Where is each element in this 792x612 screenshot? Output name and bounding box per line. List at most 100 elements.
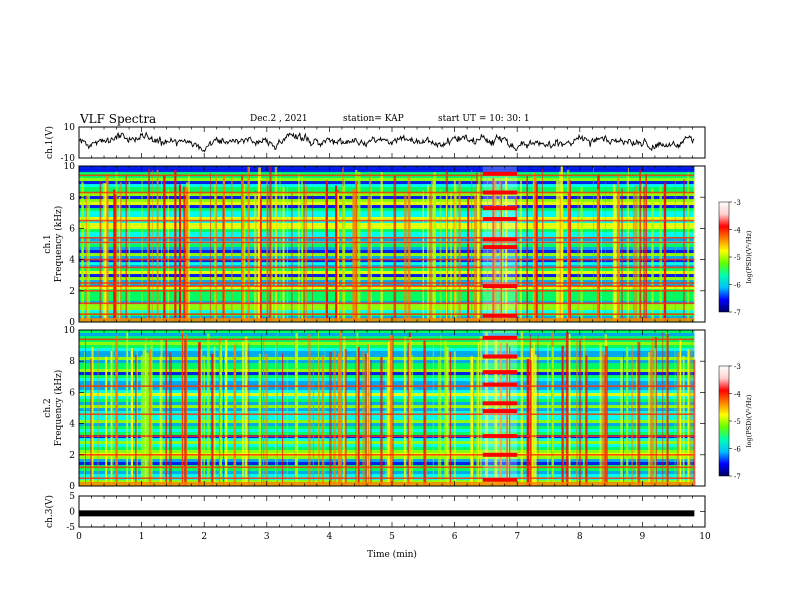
ch2-spectrogram-band	[79, 474, 695, 478]
ch1-spectrogram-layer	[79, 166, 695, 323]
ch2-spectrogram-striation	[370, 359, 372, 486]
ch2-spectrogram-striation	[620, 358, 623, 486]
ch2-spectrogram-band	[79, 378, 695, 382]
ch2-spectrogram-striation	[213, 346, 216, 486]
ch1-spectrogram-band	[79, 247, 695, 251]
ch2-spectrogram-striation	[142, 349, 145, 486]
ch2-spectrogram-striation	[479, 336, 483, 486]
ch2-spectrogram-band	[79, 333, 695, 337]
ch2-spectrogram-striation	[344, 348, 347, 486]
ch1-spectrogram-striation	[241, 180, 244, 322]
ch1-spectrogram-striation	[560, 166, 563, 322]
ch2-spectrogram-striation	[520, 331, 524, 486]
start-time-label: start UT = 10: 30: 1	[438, 114, 530, 124]
colorbar-tick-label: -5	[734, 254, 741, 262]
ch2-spectrogram-striation	[339, 330, 343, 486]
ch2-spectrogram-striation	[635, 360, 638, 486]
ch1-spectrogram-band	[79, 187, 695, 191]
ch2-spectrogram-striation	[385, 356, 387, 486]
ch1-spectrogram-striation	[312, 195, 314, 322]
y-tick-label: 8	[69, 357, 75, 367]
ch2-spectrogram-striation	[601, 351, 605, 486]
ch1-spectrogram-band	[79, 316, 695, 320]
ch2-spectrogram-striation	[666, 333, 669, 486]
ch1-spectrogram-striation	[104, 183, 107, 322]
ch1-spectrogram-band	[79, 307, 695, 311]
ch1-spec-ylabel: Frequency (kHz)	[53, 206, 64, 283]
ch1-spectrogram-striation	[85, 195, 87, 322]
ch1-spectrogram-striation	[185, 187, 189, 322]
ch2-spectrogram-striation	[337, 353, 340, 486]
ch1-spectrogram-striation	[303, 180, 305, 322]
ch1-spectrogram-band	[79, 274, 695, 278]
ch3-layer	[79, 510, 695, 517]
ch2-spectrogram-striation	[568, 333, 571, 486]
ch2-spectrogram-striation	[547, 344, 549, 486]
ch2-spectrogram-striation	[148, 349, 152, 486]
ch1-spectrogram-band	[79, 217, 695, 221]
ch1-spectrogram-striation	[214, 184, 216, 322]
ch2-spectrogram-striation	[145, 337, 147, 486]
ch2-spectrogram-striation	[444, 340, 447, 486]
ch2-spectrogram-band	[79, 417, 695, 421]
ch2-spectrogram-band	[79, 381, 695, 385]
ch2-spectrogram-striation	[200, 349, 203, 486]
ch1-spectrogram-line	[79, 266, 695, 269]
ch2-spectrogram-striation	[130, 347, 133, 486]
ch1-spectrogram-burst-line	[482, 171, 518, 176]
ch2-spectrogram-striation	[244, 336, 248, 486]
ch1-spectrogram-striation	[99, 181, 102, 322]
ch1-spectrogram-striation	[500, 182, 503, 322]
ch1-spectrogram-striation	[279, 172, 281, 322]
ch2-spectrogram-band	[79, 405, 695, 409]
ch2-spectrogram-burst-line	[482, 401, 518, 406]
ch1-spectrogram-band	[79, 280, 695, 284]
ch2-spectrogram-striation	[321, 355, 324, 486]
colorbar-tick-label: -7	[734, 309, 741, 317]
ch2-spectrogram-striation	[367, 344, 370, 486]
ch2-spectrogram-striation	[530, 348, 534, 486]
ch1-spectrogram-striation	[600, 195, 602, 322]
ch1-spectrogram-band	[79, 232, 695, 236]
ch1-spectrogram-band	[79, 172, 695, 176]
ch2-spectrogram-striation	[224, 338, 228, 486]
ch1-spectrogram-band	[79, 304, 695, 308]
ch1-spectrogram-striation	[693, 179, 695, 322]
ch2-spectrogram-striation	[682, 355, 685, 486]
ch2-spectrogram-striation	[146, 352, 149, 486]
ch2-spectrogram-striation	[631, 345, 633, 486]
ch1-spectrogram-striation	[612, 184, 616, 322]
ch2-spectrogram-striation	[308, 334, 311, 486]
ch1-spectrogram-band	[79, 205, 695, 209]
ch2-spectrogram-striation	[324, 349, 326, 486]
ch2-spectrogram-striation	[662, 332, 664, 486]
ch2-spectrogram-striation	[258, 353, 262, 486]
ch2-spectrogram-colorbar	[718, 365, 730, 477]
ch2-spectrogram-band	[79, 342, 695, 346]
ch2-spectrogram-striation	[530, 360, 532, 486]
y-tick-label: 2	[69, 287, 75, 297]
y-tick-label: 0	[69, 482, 75, 492]
ch1-spectrogram-striation	[520, 180, 522, 322]
ch2-spectrogram-striation	[181, 333, 183, 486]
ch1-spectrogram-burst-line	[482, 206, 518, 211]
ch2-spectrogram-burst	[482, 330, 518, 486]
ch1-spectrogram-striation	[81, 183, 84, 322]
x-tick-label: 2	[201, 532, 207, 542]
ch2-spectrogram-band	[79, 459, 695, 463]
ch2-spectrogram-striation	[437, 356, 441, 486]
ch2-spectrogram-striation	[364, 358, 366, 486]
ch2-spectrogram-striation	[282, 353, 284, 486]
ch2-spectrogram-band	[79, 411, 695, 415]
colorbar-tick-label: -6	[734, 282, 741, 290]
ch1-spectrogram-line	[79, 219, 695, 222]
ch1-spectrogram-striation	[614, 191, 617, 322]
ch1-spectrogram-striation	[370, 189, 372, 322]
ch1-spectrogram-striation	[370, 174, 372, 322]
ch2-spectrogram-band	[79, 390, 695, 394]
ch1-spectrogram-striation	[493, 181, 497, 322]
ch1-spectrogram-striation	[369, 171, 371, 322]
x-tick-label: 9	[640, 532, 646, 542]
ch2-spectrogram-striation	[286, 356, 288, 486]
ch1-spectrogram-band	[79, 286, 695, 290]
